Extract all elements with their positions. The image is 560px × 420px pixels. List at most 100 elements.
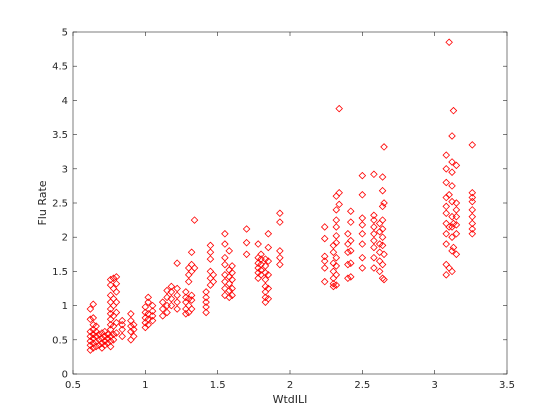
data-point — [221, 271, 229, 279]
data-point — [344, 248, 352, 257]
data-point — [101, 332, 109, 341]
data-point — [264, 257, 273, 265]
data-point — [144, 298, 152, 306]
data-point — [452, 206, 461, 214]
data-point — [320, 277, 329, 286]
data-point — [358, 191, 367, 199]
data-point — [378, 241, 387, 250]
data-point — [370, 170, 378, 179]
data-point — [190, 216, 199, 224]
data-point — [332, 232, 341, 240]
data-point — [89, 330, 98, 339]
data-point — [335, 200, 343, 209]
data-point — [158, 298, 167, 306]
data-point — [276, 218, 284, 226]
data-point — [118, 320, 126, 329]
data-points — [86, 38, 477, 354]
data-point — [221, 277, 229, 286]
data-point — [329, 241, 338, 250]
data-point — [167, 288, 176, 296]
data-point — [378, 233, 387, 241]
data-point — [103, 330, 112, 339]
data-point — [378, 186, 387, 195]
data-point — [320, 223, 329, 231]
data-point — [221, 253, 229, 262]
data-point — [276, 260, 284, 269]
data-point — [442, 178, 451, 187]
data-point — [158, 305, 167, 313]
data-point — [448, 132, 456, 140]
x-tick-label: 1 — [142, 380, 148, 391]
data-point — [449, 243, 458, 252]
data-point — [257, 250, 265, 259]
y-tick-label: 2.5 — [52, 199, 68, 210]
data-point — [468, 212, 477, 221]
data-point — [112, 273, 121, 281]
data-point — [109, 330, 118, 339]
data-point — [264, 271, 273, 279]
data-point — [335, 104, 343, 113]
data-point — [92, 322, 100, 330]
data-point — [118, 316, 126, 325]
data-point — [442, 165, 451, 173]
data-point — [276, 247, 284, 255]
y-tick-label: 4.5 — [52, 62, 68, 73]
data-point — [163, 286, 171, 295]
data-point — [163, 293, 171, 302]
data-point — [375, 267, 384, 276]
data-point — [173, 305, 181, 313]
data-point — [375, 227, 384, 236]
x-axis: 0.5 1 1.5 2 2.5 3 3.5 — [65, 32, 515, 391]
y-tick-label: 4 — [62, 96, 68, 107]
data-point — [358, 221, 367, 229]
data-point — [329, 248, 338, 257]
data-point — [264, 230, 273, 238]
data-point — [448, 197, 456, 206]
data-point — [358, 264, 367, 272]
data-point — [332, 271, 341, 279]
data-point — [442, 240, 451, 248]
data-point — [228, 291, 236, 300]
data-point — [86, 332, 95, 341]
data-point — [167, 294, 176, 303]
data-point — [320, 252, 329, 261]
data-point — [276, 253, 284, 262]
x-tick-label: 2 — [287, 380, 293, 391]
data-point — [344, 230, 352, 238]
data-point — [206, 248, 215, 257]
data-point — [228, 262, 236, 270]
data-point — [144, 310, 152, 318]
data-point — [167, 282, 176, 291]
data-point — [127, 310, 135, 318]
data-point — [187, 305, 196, 313]
data-point — [380, 143, 388, 151]
data-point — [106, 275, 115, 284]
data-point — [264, 284, 273, 293]
data-point — [358, 253, 367, 262]
data-point — [106, 310, 115, 318]
data-point — [452, 221, 461, 229]
data-point — [144, 320, 152, 329]
y-tick-label: 1 — [62, 301, 68, 312]
data-point — [380, 250, 388, 259]
data-point — [445, 38, 453, 47]
data-point — [129, 325, 138, 334]
data-point — [98, 339, 106, 347]
data-point — [468, 188, 477, 197]
data-point — [442, 271, 451, 279]
data-point — [254, 269, 262, 277]
data-point — [448, 158, 456, 166]
data-point — [332, 281, 341, 289]
data-point — [442, 209, 451, 218]
data-point — [86, 337, 95, 345]
data-point — [86, 346, 95, 354]
data-point — [148, 312, 157, 320]
data-point — [468, 197, 477, 206]
data-point — [344, 260, 352, 269]
data-point — [141, 303, 150, 311]
data-point — [112, 308, 121, 317]
data-point — [346, 259, 355, 267]
data-point — [378, 173, 387, 181]
data-point — [380, 199, 388, 207]
